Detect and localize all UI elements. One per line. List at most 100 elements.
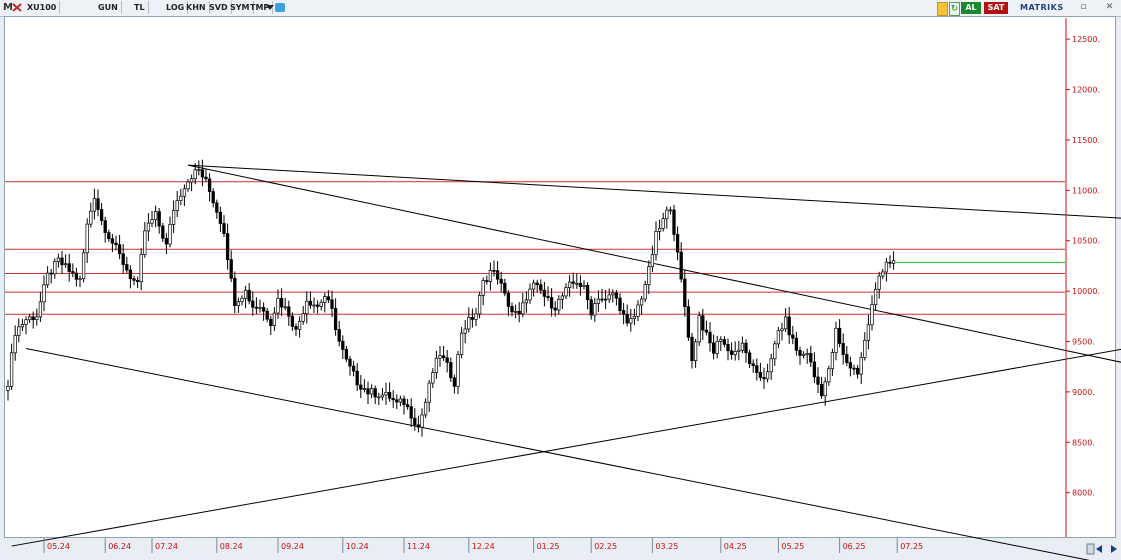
candle-body xyxy=(708,331,712,344)
candle-body xyxy=(557,298,561,311)
candle-body xyxy=(139,254,143,283)
candle-body xyxy=(200,169,205,178)
candle-body xyxy=(290,315,295,327)
candle-body xyxy=(654,231,658,256)
candle-body xyxy=(6,385,10,391)
candle-body xyxy=(769,358,773,373)
twitter-icon[interactable] xyxy=(275,3,285,12)
candle-body xyxy=(596,298,601,304)
candle-body xyxy=(366,388,370,395)
candle-body xyxy=(225,233,230,260)
candle-body xyxy=(449,362,453,379)
candle-body xyxy=(243,289,248,299)
sell-button[interactable]: SAT xyxy=(984,2,1008,14)
candle-body xyxy=(632,315,637,319)
candle-body xyxy=(89,210,93,225)
candle-body xyxy=(445,357,449,363)
symbol-selector[interactable]: XU100 xyxy=(24,1,61,14)
candle-body xyxy=(693,341,698,361)
candle-body xyxy=(13,335,17,354)
candle-body xyxy=(481,280,485,296)
candle-body xyxy=(438,355,442,359)
candle-body xyxy=(409,406,413,419)
log-scale-button[interactable]: LOG xyxy=(163,1,189,14)
candle-body xyxy=(852,367,856,370)
candle-body xyxy=(467,317,471,330)
candle-body xyxy=(398,398,403,403)
close-cross-icon[interactable] xyxy=(12,3,22,12)
candle-body xyxy=(175,200,179,211)
candle-body xyxy=(207,178,212,192)
x-tick-label: 07.24 xyxy=(155,542,178,551)
candle-body xyxy=(297,320,302,330)
buy-button[interactable]: AL xyxy=(961,2,981,14)
candle-body xyxy=(71,271,75,274)
candle-body xyxy=(53,261,57,275)
candle-body xyxy=(711,342,716,354)
candle-body xyxy=(665,209,669,220)
candle-body xyxy=(827,368,831,383)
lightning-icon[interactable] xyxy=(937,2,948,16)
candle-body xyxy=(841,343,845,355)
candle-body xyxy=(747,352,752,365)
refresh-icon[interactable]: ↻ xyxy=(949,2,960,16)
candle-body xyxy=(431,372,435,384)
currency-button[interactable]: TL xyxy=(131,1,149,14)
candle-body xyxy=(279,297,284,308)
x-tick-label: 05.24 xyxy=(47,542,70,551)
x-tick-label: 12.24 xyxy=(472,542,495,551)
plot-area[interactable] xyxy=(4,16,1116,538)
candle-body xyxy=(193,169,197,180)
candle-body xyxy=(546,295,550,298)
candle-body xyxy=(81,252,86,280)
candle-body xyxy=(323,296,327,303)
trendline xyxy=(25,348,1090,560)
trendlines xyxy=(11,164,1121,560)
candle-body xyxy=(589,299,593,316)
minimize-icon[interactable]: ▫ xyxy=(1080,2,1087,12)
candle-body xyxy=(701,315,705,331)
svd-button[interactable]: SVD xyxy=(206,1,232,14)
candle-body xyxy=(373,388,377,398)
candle-body xyxy=(549,297,554,309)
candle-body xyxy=(78,278,82,281)
period-button[interactable]: GUN xyxy=(95,1,122,14)
close-icon[interactable]: ✕ xyxy=(1105,2,1114,12)
candle-body xyxy=(380,394,385,398)
candle-body xyxy=(830,352,835,370)
candle-body xyxy=(787,316,791,336)
candle-body xyxy=(265,310,269,320)
candle-body xyxy=(107,232,111,240)
candle-body xyxy=(704,329,709,333)
candle-body xyxy=(607,294,611,300)
candle-body xyxy=(143,230,147,255)
candle-body xyxy=(423,401,428,416)
candle-body xyxy=(884,261,889,273)
candle-body xyxy=(571,281,575,284)
candle-body xyxy=(521,302,525,315)
candle-body xyxy=(528,288,532,301)
dropdown-icon[interactable] xyxy=(266,5,274,10)
candle-body xyxy=(31,316,35,321)
candle-body xyxy=(650,254,655,268)
candle-body xyxy=(132,278,136,281)
candle-body xyxy=(855,367,860,375)
candle-body xyxy=(211,191,215,204)
horizontal-levels xyxy=(5,181,1065,315)
candle-body xyxy=(643,284,647,300)
candle-body xyxy=(809,353,813,363)
candle-body xyxy=(600,298,604,301)
candle-body xyxy=(333,308,338,330)
candle-body xyxy=(24,319,28,325)
candle-body xyxy=(272,312,277,326)
candle-body xyxy=(215,202,219,213)
candle-body xyxy=(153,211,158,221)
sym-button[interactable]: SYM xyxy=(227,1,254,14)
candle-body xyxy=(157,211,161,227)
candle-body xyxy=(301,313,305,322)
candle-body xyxy=(798,349,802,356)
khn-button[interactable]: KHN xyxy=(183,1,210,14)
candle-body xyxy=(578,282,583,287)
candle-body xyxy=(582,285,586,287)
